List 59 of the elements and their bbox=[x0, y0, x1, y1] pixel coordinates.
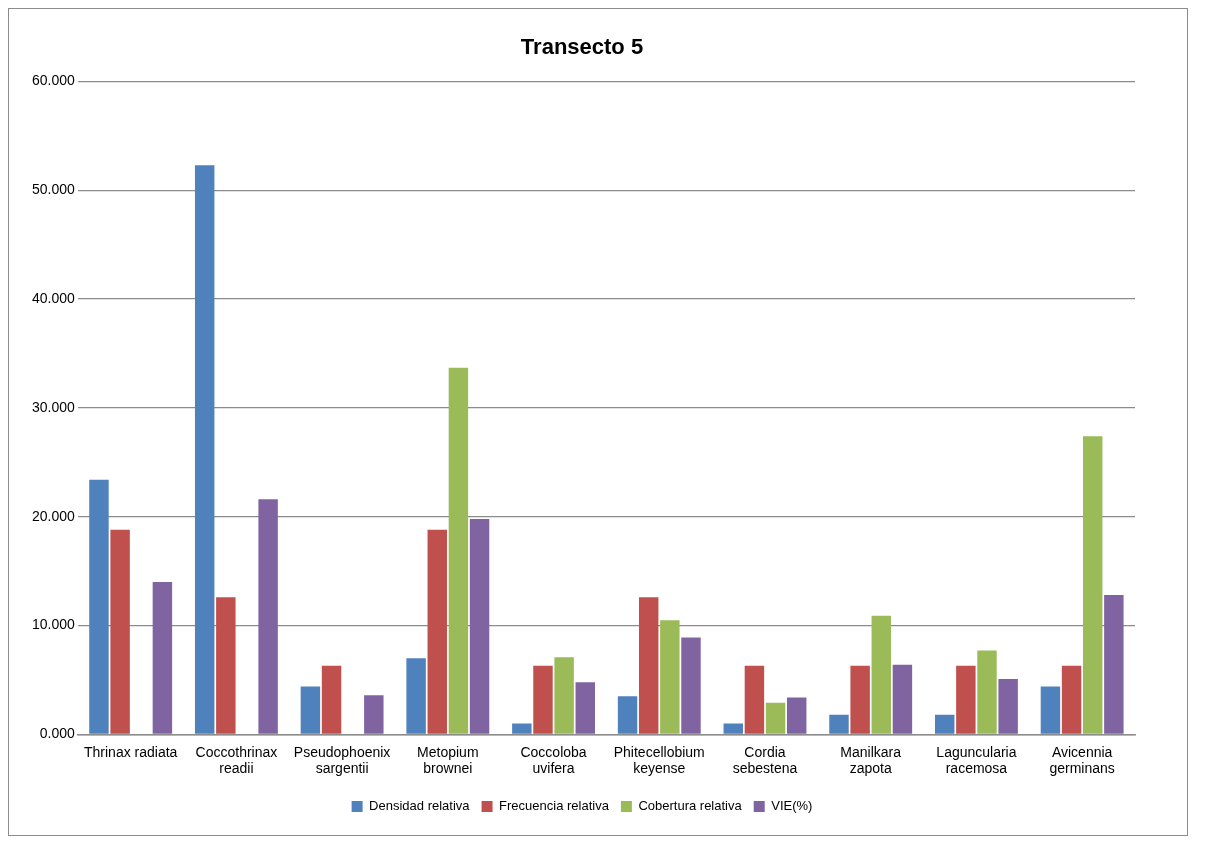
bar bbox=[1104, 595, 1124, 734]
bar bbox=[89, 479, 109, 734]
y-tick-label: 30.000 bbox=[31, 398, 76, 415]
legend-label: Cobertura relativa bbox=[638, 798, 743, 814]
bar bbox=[850, 665, 870, 734]
y-tick-label: 10.000 bbox=[31, 616, 76, 633]
bar bbox=[554, 657, 574, 734]
legend-label: Densidad relativa bbox=[369, 798, 471, 814]
bar bbox=[152, 582, 173, 734]
chart-title: Transecto 5 bbox=[520, 34, 644, 60]
x-tick-label: Coccoloba uvifera bbox=[520, 743, 587, 777]
bar bbox=[110, 529, 130, 734]
legend-label: VIE(%) bbox=[771, 798, 813, 814]
bar bbox=[364, 695, 384, 734]
bar bbox=[216, 597, 236, 734]
y-tick-label: 20.000 bbox=[31, 507, 76, 524]
bar bbox=[956, 665, 976, 734]
bar bbox=[934, 714, 955, 734]
x-tick-label: Cordia sebestena bbox=[732, 743, 798, 777]
bar bbox=[469, 518, 490, 734]
bar bbox=[871, 615, 891, 734]
bar bbox=[533, 665, 553, 734]
bar bbox=[321, 665, 342, 734]
bar bbox=[406, 658, 426, 734]
bar bbox=[575, 682, 595, 734]
bar bbox=[660, 620, 680, 734]
bar bbox=[765, 702, 786, 734]
bar bbox=[744, 665, 765, 734]
y-tick-label: 0.000 bbox=[39, 725, 76, 742]
x-tick-label: Avicennia germinans bbox=[1049, 743, 1115, 777]
y-tick-label: 50.000 bbox=[31, 181, 76, 198]
y-tick-label: 40.000 bbox=[31, 289, 76, 306]
bar bbox=[892, 664, 913, 734]
bar bbox=[681, 637, 701, 734]
x-tick-label: Thrinax radiata bbox=[83, 743, 178, 760]
y-tick-label: 60.000 bbox=[31, 72, 76, 89]
bar bbox=[258, 499, 278, 734]
bar bbox=[194, 165, 215, 734]
x-tick-label: Coccothrinax readii bbox=[195, 743, 278, 777]
x-tick-label: Pseudophoenix sargentii bbox=[293, 743, 391, 777]
bar bbox=[638, 597, 659, 734]
bar bbox=[829, 714, 849, 734]
x-tick-label: Metopium brownei bbox=[417, 743, 479, 777]
x-tick-label: Phitecellobium keyense bbox=[613, 743, 705, 777]
bar bbox=[723, 723, 743, 734]
bar bbox=[300, 686, 321, 734]
bar bbox=[1082, 436, 1103, 734]
bar bbox=[427, 529, 447, 734]
bar bbox=[998, 678, 1018, 734]
x-tick-label: Manilkara zapota bbox=[840, 743, 902, 777]
bar bbox=[512, 723, 532, 734]
bar bbox=[786, 697, 807, 734]
legend-label: Frecuencia relativa bbox=[499, 798, 610, 814]
x-tick-label: Laguncularia racemosa bbox=[936, 743, 1017, 777]
bar bbox=[1040, 686, 1061, 734]
bar bbox=[448, 367, 469, 734]
bar bbox=[1061, 665, 1082, 734]
bar bbox=[977, 650, 997, 734]
bar bbox=[617, 696, 638, 734]
